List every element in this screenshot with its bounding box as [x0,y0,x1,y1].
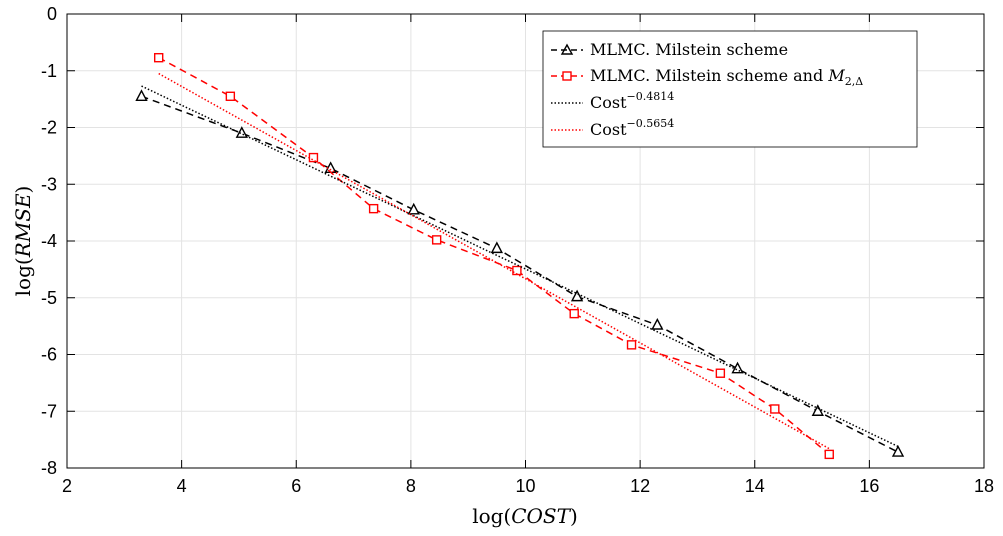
y-tick-label: -4 [41,231,57,251]
legend-box [542,30,918,148]
x-tick-label: 8 [406,476,416,496]
data-point-square [368,203,379,214]
y-tick-label: 0 [47,4,57,24]
x-tick-label: 14 [745,476,765,496]
data-point-triangle [235,126,248,138]
legend-label-1: MLMC. Milstein scheme [590,40,788,59]
x-axis-label: log(COST) [472,504,578,528]
y-tick-label: -2 [41,118,57,138]
x-tick-label: 18 [974,476,994,496]
x-tick-label: 2 [62,476,72,496]
data-point-triangle [651,317,664,330]
legend-label-2: MLMC. Milstein scheme and M2,Δ [590,66,863,88]
data-point-triangle [731,361,744,374]
x-tick-label: 16 [859,476,879,496]
y-tick-label: -6 [41,345,57,365]
y-tick-label: -7 [41,401,57,421]
legend-item-4: Cost−0.5654 [551,117,674,139]
x-tick-label: 4 [177,476,187,496]
legend: MLMC. Milstein scheme MLMC. Milstein sch… [542,30,918,148]
x-tick-label: 12 [630,476,650,496]
data-point-square [308,152,319,163]
series-layer [135,52,905,460]
legend-label-4: Cost−0.5654 [590,117,674,139]
data-point-triangle [570,289,584,302]
data-point-square [431,235,442,245]
legend-item-2: MLMC. Milstein scheme and M2,Δ [551,66,863,88]
legend-marker-1 [560,43,574,55]
data-point-triangle [407,202,420,215]
y-tick-label: -3 [41,174,57,194]
y-tick-label: -8 [41,458,57,478]
data-point-square [824,449,834,460]
data-point-square [153,52,164,63]
x-tick-label: 6 [291,476,301,496]
y-tick-label: -1 [41,61,57,81]
data-point-square [225,91,236,101]
series-line-1 [141,95,899,453]
legend-marker-2 [562,71,572,81]
data-point-square [770,404,780,414]
data-point-square [626,340,637,350]
legend-label-3: Cost−0.4814 [590,90,674,112]
data-point-square [715,368,726,378]
data-point-triangle [811,404,824,416]
data-point-triangle [891,445,905,457]
y-axis-label: log(RMSE) [11,186,35,297]
y-tick-label: -5 [41,288,57,308]
x-tick-label: 10 [515,476,535,496]
data-point-triangle [135,89,148,101]
ticks: 2 4 6 8 10 12 14 16 18 0 -1 -2 -3 -4 -5 -6 -7 -8 [41,4,994,496]
data-point-triangle [490,241,504,254]
data-point-square [569,308,579,319]
legend-item-3: Cost−0.4814 [551,90,674,112]
legend-item-1: MLMC. Milstein scheme [551,40,788,59]
series-line-2 [158,57,830,455]
